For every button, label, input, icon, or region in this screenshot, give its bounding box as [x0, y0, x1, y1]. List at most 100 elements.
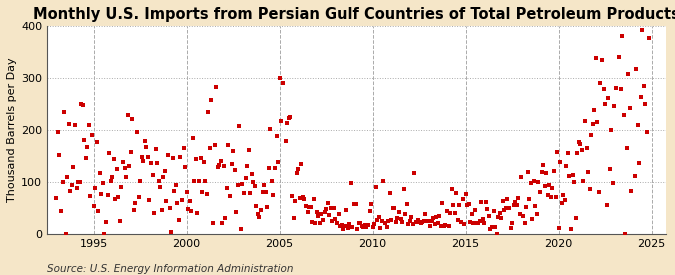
- Point: [232, 183, 243, 188]
- Point: [587, 122, 598, 127]
- Point: [221, 186, 232, 190]
- Point: [340, 224, 350, 228]
- Point: [496, 216, 507, 220]
- Point: [284, 116, 294, 120]
- Point: [409, 171, 420, 175]
- Point: [177, 198, 188, 202]
- Point: [369, 222, 379, 226]
- Point: [360, 223, 371, 227]
- Point: [298, 195, 308, 200]
- Point: [172, 201, 183, 205]
- Point: [308, 197, 319, 201]
- Point: [414, 220, 425, 224]
- Point: [483, 213, 494, 218]
- Point: [227, 148, 238, 153]
- Point: [437, 201, 448, 206]
- Point: [282, 121, 293, 125]
- Point: [539, 184, 550, 189]
- Point: [234, 124, 245, 128]
- Point: [420, 212, 431, 216]
- Point: [67, 183, 78, 187]
- Point: [499, 208, 510, 212]
- Point: [121, 175, 132, 179]
- Point: [520, 205, 531, 209]
- Point: [189, 179, 200, 183]
- Point: [147, 172, 158, 177]
- Point: [415, 221, 426, 226]
- Point: [240, 176, 251, 180]
- Point: [211, 85, 221, 89]
- Point: [489, 225, 500, 230]
- Point: [251, 204, 262, 208]
- Point: [428, 216, 439, 220]
- Point: [466, 212, 477, 216]
- Point: [139, 139, 150, 143]
- Point: [151, 147, 161, 151]
- Point: [338, 227, 348, 232]
- Point: [533, 179, 544, 184]
- Point: [397, 220, 408, 225]
- Point: [373, 215, 384, 220]
- Point: [299, 197, 310, 201]
- Point: [183, 207, 194, 211]
- Point: [246, 171, 257, 176]
- Point: [390, 220, 401, 224]
- Point: [504, 206, 514, 211]
- Point: [209, 142, 220, 147]
- Point: [468, 221, 479, 226]
- Point: [443, 224, 454, 228]
- Point: [350, 202, 361, 206]
- Point: [434, 214, 445, 218]
- Point: [322, 201, 333, 205]
- Point: [226, 162, 237, 166]
- Point: [448, 203, 458, 207]
- Point: [394, 209, 404, 214]
- Point: [387, 206, 398, 210]
- Point: [485, 226, 496, 231]
- Point: [481, 200, 491, 204]
- Point: [451, 191, 462, 195]
- Point: [554, 226, 564, 230]
- Point: [487, 225, 497, 229]
- Point: [367, 225, 378, 229]
- Point: [510, 199, 520, 204]
- Point: [104, 151, 115, 155]
- Point: [144, 198, 155, 202]
- Point: [403, 222, 414, 227]
- Point: [431, 214, 441, 219]
- Point: [117, 160, 128, 164]
- Point: [586, 133, 597, 137]
- Point: [99, 232, 110, 236]
- Point: [159, 169, 170, 173]
- Point: [558, 192, 568, 197]
- Point: [201, 192, 212, 196]
- Point: [634, 160, 645, 165]
- Point: [300, 204, 311, 208]
- Point: [319, 210, 330, 215]
- Point: [493, 215, 504, 219]
- Point: [551, 150, 562, 155]
- Point: [512, 203, 522, 208]
- Point: [111, 167, 122, 172]
- Point: [206, 98, 217, 102]
- Point: [155, 185, 165, 189]
- Point: [249, 183, 260, 188]
- Point: [471, 221, 482, 226]
- Point: [53, 130, 63, 134]
- Point: [556, 200, 567, 205]
- Point: [404, 219, 415, 224]
- Point: [263, 166, 274, 170]
- Point: [132, 130, 142, 134]
- Point: [262, 204, 273, 209]
- Point: [615, 87, 626, 91]
- Point: [462, 203, 472, 207]
- Point: [640, 102, 651, 106]
- Point: [306, 219, 317, 224]
- Point: [85, 194, 96, 199]
- Point: [135, 179, 146, 183]
- Point: [561, 164, 572, 169]
- Point: [109, 157, 119, 161]
- Point: [245, 191, 256, 196]
- Point: [192, 210, 203, 215]
- Point: [384, 191, 395, 196]
